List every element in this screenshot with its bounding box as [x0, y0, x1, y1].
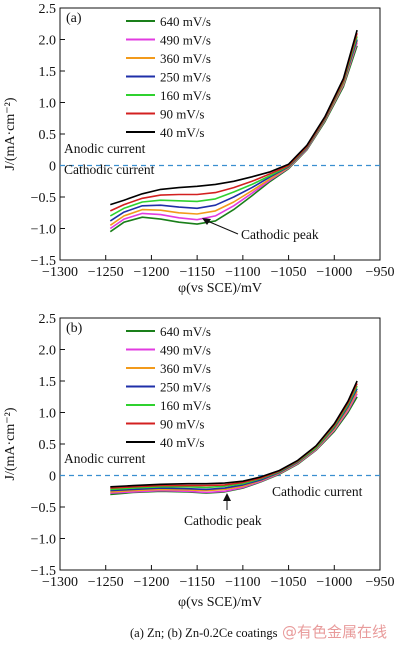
panel-a-ytick-label-0: −1.5	[31, 254, 56, 269]
panel-a-legend-label-6: 40 mV/s	[160, 125, 204, 140]
panel-a-legend-label-5: 90 mV/s	[160, 107, 204, 122]
panel-b-ylabel: J/(mA·cm⁻²)	[3, 407, 18, 480]
panel-b-chart: −1.5 −1.0 −0.5 0 0.5 1.0 1.5 2.0 2.5 −1300 −1250 −1…	[3, 312, 394, 610]
panel-a-peak-arrow-line	[204, 219, 239, 235]
panel-b-legend-label-4: 160 mV/s	[160, 398, 211, 413]
panel-a-legend-label-0: 640 mV/s	[160, 14, 211, 29]
panel-b-plot-frame	[59, 317, 381, 571]
panel-b-xlabel: φ(vs SCE)/mV	[178, 595, 262, 610]
panel-a-ytick-label-2: −0.5	[31, 191, 56, 206]
panel-a-legend-label-4: 160 mV/s	[160, 88, 211, 103]
panel-b-legend-label-3: 250 mV/s	[160, 380, 211, 395]
panel-a-ytick-label-6: 1.5	[39, 65, 57, 80]
panel-b-xtick-label-2: −1200	[133, 575, 169, 590]
panel-b-xtick-label-6: −1000	[316, 575, 352, 590]
figure-caption: (a) Zn; (b) Zn-0.2Ce coatings	[130, 626, 278, 640]
panel-a-series-line-5	[109, 32, 358, 212]
panel-a-series	[109, 29, 358, 233]
panel-a-ytick-label-1: −1.0	[31, 223, 56, 238]
panel-a-xtick-label-4: −1100	[225, 265, 260, 280]
panel-a-cathodic-label: Cathodic current	[64, 162, 155, 177]
panel-a-legend: 640 mV/s 490 mV/s 360 mV/s 250 mV/s 160 mV/s…	[126, 14, 211, 140]
panel-b-peak-arrow-head	[223, 493, 231, 501]
panel-b-series-line-5	[110, 383, 358, 489]
panel-b-legend-label-2: 360 mV/s	[160, 361, 211, 376]
panel-a-xtick-label-2: −1200	[133, 265, 169, 280]
panel-a-legend-label-3: 250 mV/s	[160, 70, 211, 85]
panel-a-ytick-label-3: 0	[49, 160, 56, 175]
panel-a-legend-label-1: 490 mV/s	[160, 33, 211, 48]
panel-a-ytick-label-8: 2.5	[39, 2, 57, 17]
panel-a-xtick-label-3: −1150	[179, 265, 214, 280]
panel-a-tag: (a)	[66, 11, 82, 26]
panel-a-ticks: −1.5 −1.0 −0.5 0 0.5 1.0 1.5 2.0 2.5 −1300 −1250 −1…	[31, 2, 395, 280]
panel-b-ytick-label-7: 2.0	[39, 344, 57, 359]
panel-a-ylabel: J/(mA·cm⁻²)	[3, 97, 18, 170]
panel-b-ticks: −1.5 −1.0 −0.5 0 0.5 1.0 1.5 2.0 2.5 −1300 −1250 −1…	[31, 312, 395, 590]
panel-a-series-line-1	[109, 42, 358, 230]
panel-a-series-line-6	[110, 29, 358, 206]
panel-b-series-line-4	[110, 385, 358, 491]
panel-b-legend-label-1: 490 mV/s	[160, 343, 211, 358]
panel-b-ytick-label-4: 0.5	[39, 438, 57, 453]
panel-b-series-line-6	[110, 380, 358, 488]
panel-b-legend: 640 mV/s 490 mV/s 360 mV/s 250 mV/s 160 mV/s…	[126, 324, 211, 450]
panel-b-xtick-label-5: −1050	[271, 575, 307, 590]
panel-b-anodic-label: Anodic current	[64, 451, 146, 466]
panel-b-ytick-label-3: 0	[49, 470, 56, 485]
panel-b-cathodic-peak-label: Cathodic peak	[184, 513, 262, 528]
panel-a-ytick-label-7: 2.0	[39, 34, 57, 49]
panel-a-xtick-label-0: −1300	[42, 265, 78, 280]
panel-a-series-line-0	[109, 45, 358, 233]
watermark: @有色金属在线	[282, 623, 387, 641]
panel-b-ytick-label-5: 1.0	[39, 407, 57, 422]
panel-b-ytick-label-8: 2.5	[39, 312, 57, 327]
panel-b-xtick-label-7: −950	[366, 575, 395, 590]
panel-b-cathodic-label: Cathodic current	[272, 484, 363, 499]
panel-a-xtick-label-6: −1000	[316, 265, 352, 280]
panel-b-legend-label-5: 90 mV/s	[160, 417, 204, 432]
panel-b-ytick-label-1: −1.0	[31, 533, 56, 548]
panel-b-ytick-label-0: −1.5	[31, 564, 56, 579]
panel-b-xtick-label-4: −1100	[225, 575, 260, 590]
panel-a-ytick-label-5: 1.0	[39, 97, 57, 112]
panel-a-xtick-label-5: −1050	[271, 265, 307, 280]
panel-b-tag: (b)	[66, 321, 83, 336]
panel-a-plot-frame	[59, 7, 381, 261]
panel-b-legend-label-0: 640 mV/s	[160, 324, 211, 339]
panel-b-ytick-label-6: 1.5	[39, 375, 57, 390]
panel-a-peak-arrow-head	[202, 218, 211, 225]
panel-b-legend-label-6: 40 mV/s	[160, 435, 204, 450]
panel-a-legend-label-2: 360 mV/s	[160, 51, 211, 66]
panel-b-ytick-label-2: −0.5	[31, 501, 56, 516]
panel-b-xtick-label-3: −1150	[179, 575, 214, 590]
panel-a-xtick-label-1: −1250	[88, 265, 124, 280]
panel-b-xtick-label-1: −1250	[88, 575, 124, 590]
panel-a-anodic-label: Anodic current	[64, 141, 146, 156]
panel-a-ytick-label-4: 0.5	[39, 128, 57, 143]
panel-b-series	[110, 380, 358, 496]
panel-b-xtick-label-0: −1300	[42, 575, 78, 590]
panel-a-xlabel: φ(vs SCE)/mV	[178, 281, 262, 296]
panel-a-cathodic-peak-label: Cathodic peak	[241, 227, 319, 242]
panel-a-xtick-label-7: −950	[366, 265, 395, 280]
panel-a-chart: −1.5 −1.0 −0.5 0 0.5 1.0 1.5 2.0 2.5 −1300 −1250 −1…	[3, 2, 394, 296]
